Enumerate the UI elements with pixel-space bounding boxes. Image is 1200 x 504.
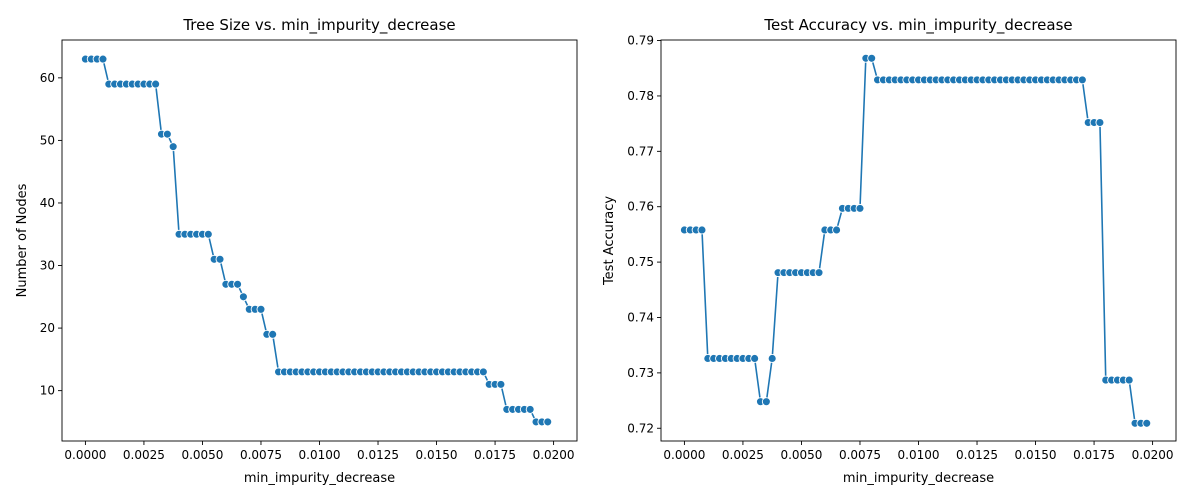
x-tick-label: 0.0150 bbox=[1015, 448, 1057, 462]
data-point bbox=[162, 129, 172, 139]
y-tick-label: 0.72 bbox=[627, 421, 654, 435]
data-point bbox=[1077, 75, 1087, 85]
data-point bbox=[478, 367, 488, 377]
data-point bbox=[215, 254, 225, 264]
x-tick-label: 0.0025 bbox=[123, 448, 165, 462]
x-tick-label: 0.0075 bbox=[839, 448, 881, 462]
data-point bbox=[525, 404, 535, 414]
data-point bbox=[1095, 118, 1105, 127]
x-tick-label: 0.0025 bbox=[722, 448, 764, 462]
data-point bbox=[750, 354, 760, 363]
x-tick-label: 0.0050 bbox=[181, 448, 223, 462]
data-point bbox=[168, 142, 178, 152]
x-tick-label: 0.0100 bbox=[898, 448, 940, 462]
x-tick-label: 0.0150 bbox=[416, 448, 458, 462]
x-tick-label: 0.0000 bbox=[64, 448, 106, 462]
data-point bbox=[697, 225, 707, 235]
data-point bbox=[496, 379, 506, 389]
x-tick-label: 0.0000 bbox=[663, 448, 705, 462]
tree-size-chart: Tree Size vs. min_impurity_decrease 0.000… bbox=[15, 16, 578, 486]
x-tick-label: 0.0100 bbox=[299, 448, 341, 462]
x-tick-label: 0.0075 bbox=[240, 448, 282, 462]
plot-frame bbox=[61, 39, 578, 442]
y-tick-label: 0.77 bbox=[627, 144, 654, 158]
y-tick-label: 30 bbox=[40, 259, 55, 273]
x-tick-label: 0.0050 bbox=[780, 448, 822, 462]
x-tick-label: 0.0125 bbox=[357, 448, 399, 462]
y-tick-label: 0.73 bbox=[627, 366, 654, 380]
test-accuracy-chart: Test Accuracy vs. min_impurity_decrease 0… bbox=[602, 16, 1177, 486]
data-point bbox=[543, 417, 553, 427]
y-tick-label: 0.76 bbox=[627, 200, 654, 214]
data-point bbox=[867, 53, 877, 63]
data-point bbox=[761, 397, 771, 407]
x-tick-label: 0.0175 bbox=[474, 448, 516, 462]
x-tick-label: 0.0125 bbox=[956, 448, 998, 462]
data-point bbox=[1142, 418, 1152, 428]
y-tick-label: 60 bbox=[40, 71, 55, 85]
data-point bbox=[855, 203, 865, 213]
data-point bbox=[1124, 375, 1134, 385]
data-point bbox=[151, 79, 161, 89]
data-point bbox=[256, 304, 266, 314]
data-point bbox=[767, 354, 777, 363]
y-tick-label: 0.79 bbox=[627, 34, 654, 48]
data-point bbox=[814, 268, 824, 278]
plot-frame bbox=[660, 39, 1177, 442]
chart-title: Test Accuracy vs. min_impurity_decrease bbox=[763, 16, 1072, 35]
x-tick-label: 0.0200 bbox=[1132, 448, 1174, 462]
series-line bbox=[684, 57, 1147, 425]
y-tick-label: 0.74 bbox=[627, 310, 654, 324]
series-line bbox=[85, 58, 548, 423]
data-point bbox=[98, 54, 108, 64]
x-tick-label: 0.0175 bbox=[1073, 448, 1115, 462]
y-tick-label: 10 bbox=[40, 384, 55, 398]
x-axis-label: min_impurity_decrease bbox=[244, 471, 395, 486]
data-point bbox=[233, 279, 243, 289]
data-point bbox=[832, 225, 842, 235]
y-tick-label: 20 bbox=[40, 321, 55, 335]
y-tick-label: 0.78 bbox=[627, 89, 654, 103]
x-axis-label: min_impurity_decrease bbox=[843, 471, 994, 486]
y-tick-label: 50 bbox=[40, 133, 55, 147]
y-axis-label: Number of Nodes bbox=[15, 183, 30, 297]
data-point bbox=[203, 229, 213, 239]
data-point bbox=[268, 329, 278, 339]
y-tick-label: 0.75 bbox=[627, 255, 654, 269]
y-tick-label: 40 bbox=[40, 196, 55, 210]
data-point bbox=[238, 292, 248, 302]
chart-title: Tree Size vs. min_impurity_decrease bbox=[182, 16, 455, 35]
y-axis-label: Test Accuracy bbox=[602, 196, 617, 286]
x-tick-label: 0.0200 bbox=[533, 448, 575, 462]
